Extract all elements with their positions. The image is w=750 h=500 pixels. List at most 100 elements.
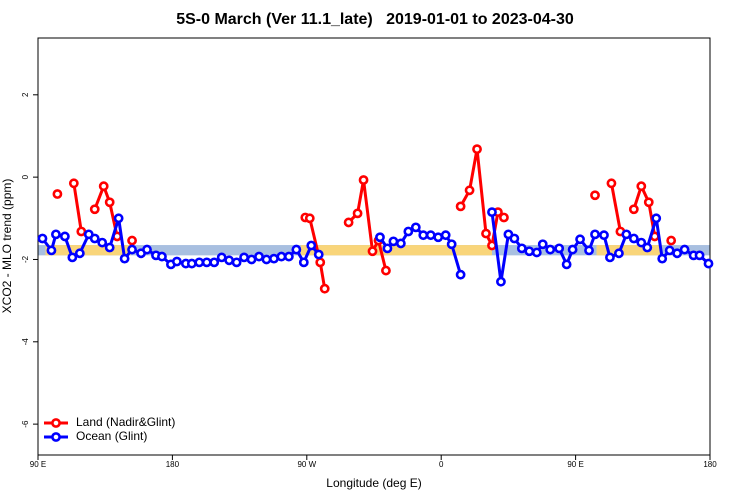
data-point — [306, 240, 317, 251]
data-point — [433, 232, 444, 243]
data-point — [642, 242, 653, 253]
data-point — [410, 222, 421, 233]
data-point — [382, 243, 393, 254]
data-point — [194, 257, 205, 268]
y-tick-label: 0 — [21, 174, 30, 179]
data-point — [157, 251, 167, 262]
band-highlight — [45, 245, 131, 256]
y-tick-label: -2 — [21, 255, 30, 263]
data-point — [651, 213, 662, 224]
data-point — [46, 245, 57, 256]
data-point — [554, 243, 565, 254]
data-point — [98, 181, 109, 192]
data-point — [666, 235, 677, 246]
x-tick-label: 180 — [703, 460, 717, 469]
data-point — [636, 237, 647, 248]
x-tick-label: 90 E — [567, 460, 583, 469]
data-point — [68, 178, 79, 189]
data-point — [298, 257, 309, 268]
series-line — [347, 178, 388, 271]
data-point — [224, 255, 235, 266]
data-point — [636, 181, 647, 192]
data-point — [446, 239, 457, 250]
data-point — [269, 253, 279, 264]
data-point — [104, 242, 115, 253]
data-point — [37, 233, 48, 244]
data-point — [657, 253, 668, 264]
data-point — [231, 257, 242, 268]
data-point — [319, 283, 330, 294]
data-point — [509, 233, 520, 244]
data-point — [628, 204, 639, 215]
data-point — [52, 189, 63, 199]
data-point — [343, 217, 354, 228]
data-point — [614, 248, 624, 259]
legend-marker — [51, 418, 61, 428]
data-point — [703, 258, 714, 269]
data-point — [425, 230, 436, 241]
data-point — [628, 233, 639, 244]
legend-marker — [51, 432, 61, 442]
data-point — [531, 247, 542, 258]
x-tick-label: 90 E — [30, 460, 46, 469]
data-point — [276, 251, 287, 262]
x-tick-label: 0 — [439, 460, 444, 469]
data-point — [606, 178, 617, 189]
data-point — [395, 238, 406, 249]
data-point — [127, 235, 137, 246]
data-point — [605, 252, 615, 263]
data-point — [315, 257, 326, 268]
data-point — [575, 234, 585, 245]
data-point — [254, 251, 264, 262]
legend-label: Land (Nadir&Glint) — [76, 415, 175, 429]
data-point — [201, 257, 212, 268]
data-point — [440, 230, 451, 241]
data-point — [584, 245, 594, 256]
data-point — [283, 251, 294, 262]
data-point — [472, 144, 482, 155]
band-highlight — [300, 245, 492, 256]
data-point — [545, 244, 556, 255]
data-point — [537, 239, 548, 250]
data-point — [127, 244, 137, 255]
data-point — [171, 256, 182, 267]
data-point — [455, 269, 466, 280]
data-point — [516, 243, 527, 254]
data-point — [590, 229, 600, 240]
data-point — [142, 244, 152, 255]
data-point — [643, 197, 654, 208]
data-point — [403, 226, 414, 237]
data-point — [352, 208, 363, 219]
data-point — [186, 258, 197, 269]
data-point — [119, 253, 130, 264]
data-point — [358, 175, 369, 185]
data-point — [367, 246, 378, 257]
data-point — [74, 248, 85, 259]
data-point — [672, 248, 683, 259]
data-point — [246, 254, 257, 265]
y-tick-label: -6 — [21, 420, 30, 428]
data-point — [664, 245, 675, 256]
data-point — [388, 236, 399, 247]
data-point — [76, 226, 87, 237]
y-axis-label: XCO2 - MLO trend (ppm) — [0, 179, 14, 314]
data-point — [418, 230, 429, 241]
data-point — [113, 213, 124, 224]
data-point — [239, 252, 249, 263]
data-point — [313, 249, 324, 260]
data-point — [216, 252, 227, 263]
series-line — [93, 184, 119, 237]
data-point — [375, 232, 385, 243]
data-point — [694, 250, 705, 261]
data-point — [89, 204, 100, 215]
data-point — [679, 244, 690, 255]
data-point — [304, 213, 315, 224]
chart-title: 5S-0 March (Ver 11.1_late) 2019-01-01 to… — [176, 11, 574, 28]
data-point — [499, 212, 509, 223]
x-tick-label: 90 W — [297, 460, 316, 469]
data-point — [599, 230, 609, 241]
x-tick-label: 180 — [166, 460, 180, 469]
data-point — [67, 252, 78, 263]
data-point — [455, 201, 466, 212]
